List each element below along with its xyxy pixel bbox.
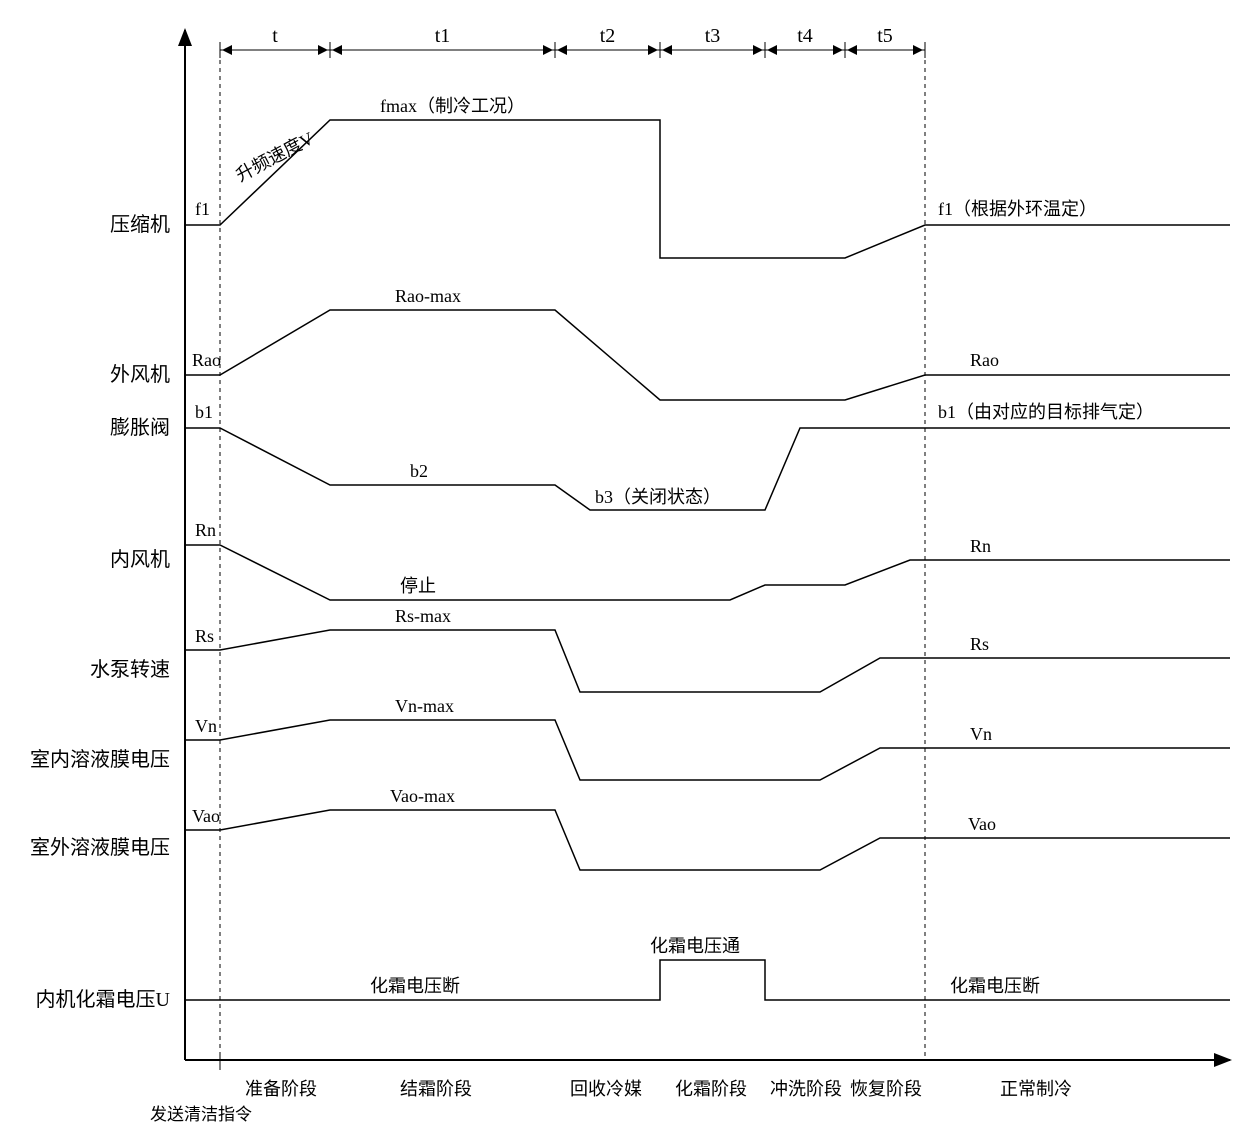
indoor-voltage-line bbox=[185, 720, 1230, 780]
compressor-left_label: f1 bbox=[195, 199, 210, 219]
expansion-valve-left_label: b1 bbox=[195, 402, 213, 422]
phase-top-label: t5 bbox=[877, 25, 893, 47]
expansion-valve-b2_label: b2 bbox=[410, 461, 428, 481]
phase-bottom-label: 冲洗阶段 bbox=[770, 1079, 842, 1099]
pump-left_label: Rs bbox=[195, 626, 214, 646]
compressor-line bbox=[185, 120, 1230, 258]
outdoor-voltage-top_label: Vao-max bbox=[390, 786, 455, 806]
phase-bottom-label: 恢复阶段 bbox=[850, 1079, 922, 1099]
row-label: 外风机 bbox=[110, 363, 170, 386]
phase-bottom-label: 正常制冷 bbox=[1000, 1079, 1072, 1099]
indoor-voltage-top_label: Vn-max bbox=[395, 696, 454, 716]
outdoor-fan-top_label: Rao-max bbox=[395, 286, 461, 306]
outdoor-fan-right_label: Rao bbox=[970, 350, 999, 370]
timing-diagram: t t1 t2 t3 t4 t5 压缩机外风机膨胀阀内风机水泵转速室内溶液膜电压室外溶液膜电… bbox=[0, 0, 1240, 1132]
phase-bottom-label: 结霜阶段 bbox=[400, 1079, 472, 1099]
row-label: 室内溶液膜电压 bbox=[30, 748, 170, 771]
phase-top-label: t1 bbox=[435, 25, 451, 47]
row-label: 内机化霜电压U bbox=[36, 988, 171, 1011]
compressor-slope_label: 升频速度V bbox=[232, 128, 316, 186]
defrost-voltage-on_label: 化霜电压通 bbox=[650, 936, 740, 956]
expansion-valve-b3_label: b3（关闭状态） bbox=[595, 487, 721, 507]
indoor-fan-line bbox=[185, 545, 1230, 600]
indoor-fan-stop_label: 停止 bbox=[400, 576, 436, 596]
row-label: 水泵转速 bbox=[90, 658, 170, 681]
outdoor-voltage-right_label: Vao bbox=[968, 814, 996, 834]
row-label: 膨胀阀 bbox=[110, 416, 170, 439]
pump-top_label: Rs-max bbox=[395, 606, 451, 626]
expansion-valve-right_label: b1（由对应的目标排气定） bbox=[938, 402, 1154, 422]
outdoor-voltage-left_label: Vao bbox=[192, 806, 220, 826]
indoor-voltage-right_label: Vn bbox=[970, 724, 992, 744]
phase-top-label: t2 bbox=[600, 25, 616, 47]
indoor-fan-right_label: Rn bbox=[970, 536, 991, 556]
phase-top-label: t3 bbox=[705, 25, 721, 47]
defrost-voltage-off_label_left: 化霜电压断 bbox=[370, 976, 460, 996]
indoor-voltage-left_label: Vn bbox=[195, 716, 217, 736]
outdoor-fan-left_label: Rao bbox=[192, 350, 221, 370]
phase-top-label: t bbox=[272, 25, 278, 47]
start-instruction: 发送清洁指令 bbox=[150, 1105, 252, 1124]
defrost-voltage-line bbox=[185, 960, 1230, 1000]
row-label: 内风机 bbox=[110, 548, 170, 571]
row-label: 压缩机 bbox=[110, 213, 170, 236]
compressor-top_label: fmax（制冷工况） bbox=[380, 96, 525, 116]
pump-line bbox=[185, 630, 1230, 692]
phase-bottom-label: 化霜阶段 bbox=[675, 1079, 747, 1099]
indoor-fan-left_label: Rn bbox=[195, 520, 216, 540]
row-label: 室外溶液膜电压 bbox=[30, 836, 170, 859]
outdoor-voltage-line bbox=[185, 810, 1230, 870]
phase-bottom-label: 回收冷媒 bbox=[570, 1079, 642, 1099]
pump-right_label: Rs bbox=[970, 634, 989, 654]
phase-top-label: t4 bbox=[797, 25, 813, 47]
phase-bottom-label: 准备阶段 bbox=[245, 1079, 317, 1099]
compressor-right_label: f1（根据外环温定） bbox=[938, 199, 1097, 219]
defrost-voltage-off_label_right: 化霜电压断 bbox=[950, 976, 1040, 996]
outdoor-fan-line bbox=[185, 310, 1230, 400]
